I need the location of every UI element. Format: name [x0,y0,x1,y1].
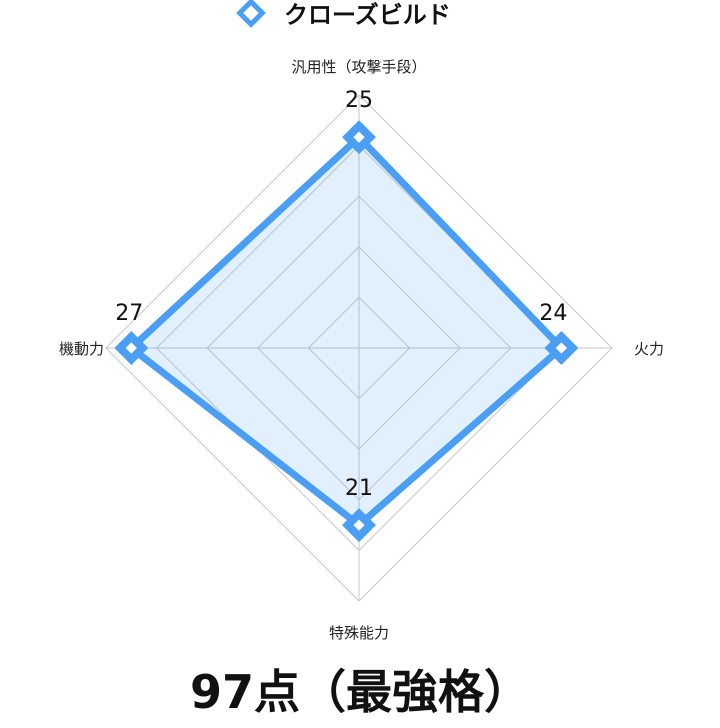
score-text: 97点（最強格） [190,665,530,719]
data-point-marker [342,508,376,543]
data-label: 25 [345,88,373,113]
axis-label: 特殊能力 [329,624,389,642]
data-label: 27 [115,301,143,326]
data-point-marker [114,331,149,365]
data-label: 24 [539,301,567,326]
axis-label: 汎用性（攻撃手段） [291,58,426,76]
data-point-marker [544,331,579,365]
legend-marker-icon [236,0,266,28]
axis-label: 機動力 [59,340,104,358]
radar-series: 25 24 21 27 [114,88,579,543]
data-point-marker [342,120,376,155]
legend[interactable]: クローズビルド [236,0,451,29]
legend-label: クローズビルド [284,1,451,29]
series-area [125,132,567,530]
axis-label: 火力 [634,340,664,358]
data-label: 21 [345,476,373,501]
